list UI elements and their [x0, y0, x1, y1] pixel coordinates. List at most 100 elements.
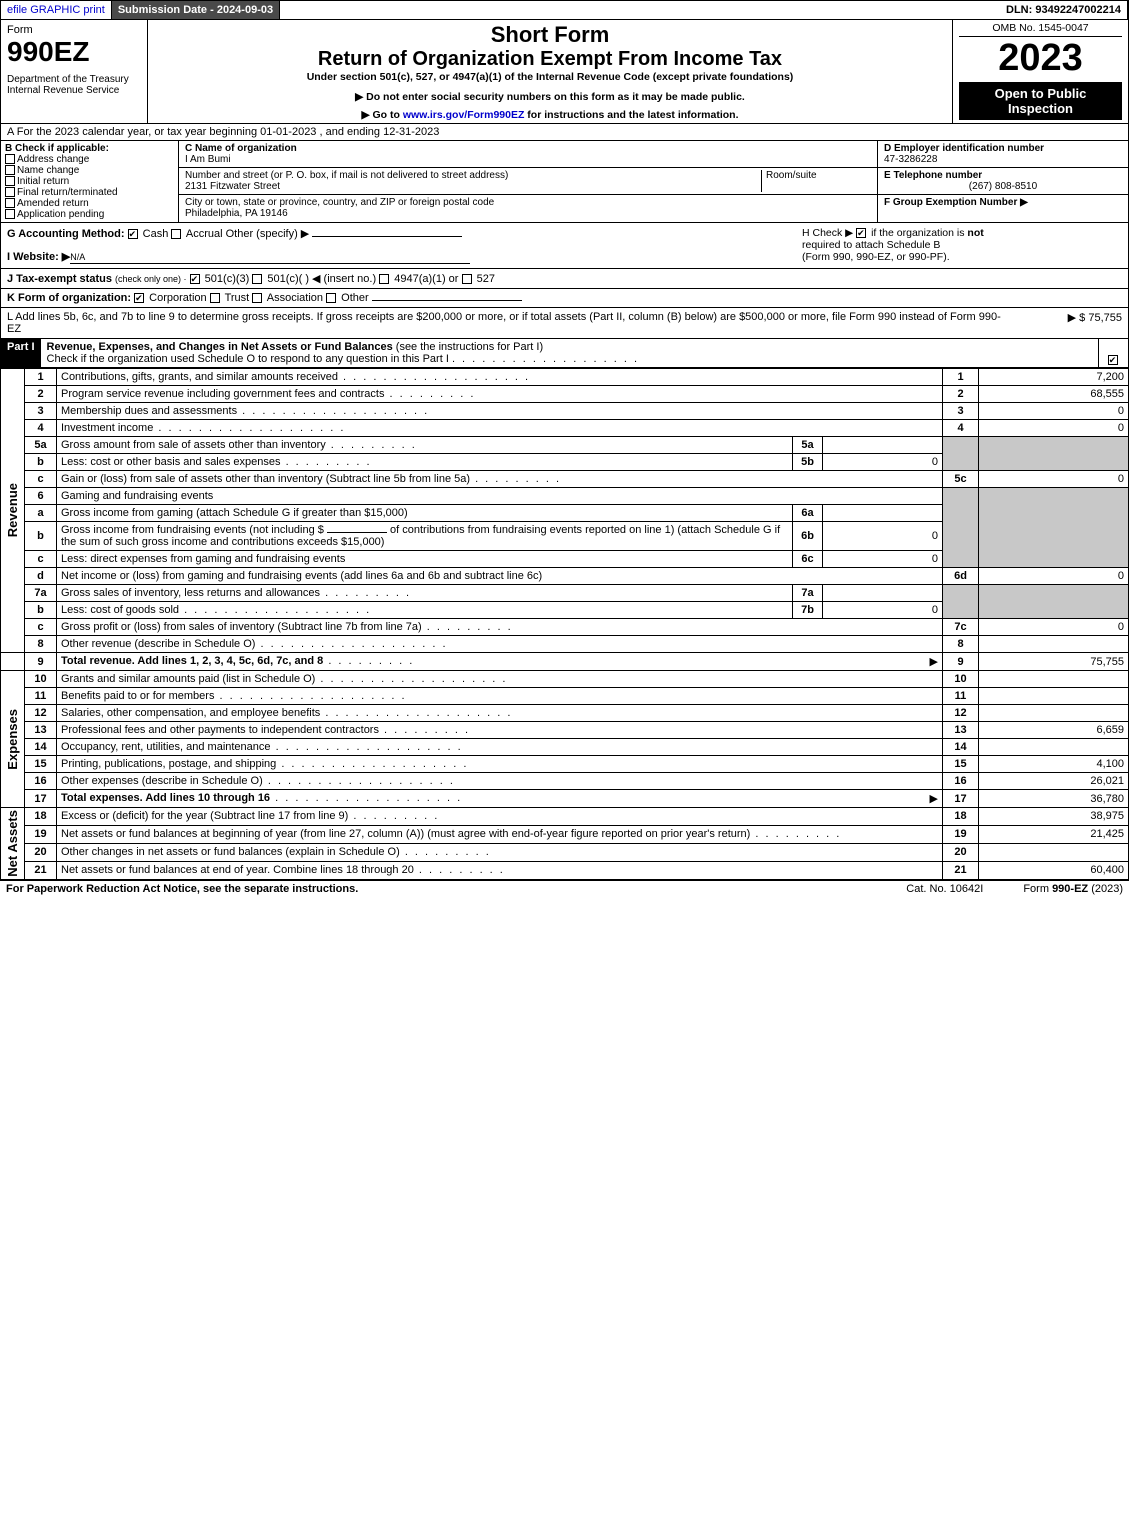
part-i-tab: Part I: [1, 339, 41, 367]
row-k: K Form of organization: Corporation Trus…: [0, 289, 1129, 308]
l8-num: 8: [25, 636, 57, 653]
footer-f3c: (2023): [1088, 883, 1123, 895]
l6c-mv: 0: [823, 551, 943, 568]
checkbox-name[interactable]: [5, 165, 15, 175]
l6b-blank[interactable]: [327, 532, 387, 533]
l21-desc: Net assets or fund balances at end of ye…: [61, 864, 414, 876]
form-header-right: OMB No. 1545-0047 2023 Open to Public In…: [953, 20, 1128, 123]
room-suite: Room/suite: [761, 170, 871, 192]
checkbox-assoc[interactable]: [252, 293, 262, 303]
k-assoc: Association: [267, 292, 323, 304]
l1-num: 1: [25, 369, 57, 386]
l16-amt: 26,021: [979, 773, 1129, 790]
efile-link-text[interactable]: efile GRAPHIC print: [7, 4, 105, 16]
checkbox-corp[interactable]: [134, 293, 144, 303]
l16-num: 16: [25, 773, 57, 790]
ein-value: 47-3286228: [884, 154, 937, 165]
l17-num: 17: [25, 790, 57, 808]
l17-desc: Total expenses. Add lines 10 through 16: [61, 792, 270, 804]
k-other: Other: [341, 292, 369, 304]
goto-link[interactable]: www.irs.gov/Form990EZ: [403, 109, 525, 121]
checkbox-other[interactable]: [326, 293, 336, 303]
l12-num: 12: [25, 705, 57, 722]
checkbox-accrual[interactable]: [171, 229, 181, 239]
line-4: 4 Investment income 4 0: [1, 420, 1129, 437]
goto-line: ▶ Go to www.irs.gov/Form990EZ for instru…: [154, 109, 946, 121]
checkbox-initial[interactable]: [5, 176, 15, 186]
checkbox-h[interactable]: [856, 228, 866, 238]
dots: [237, 405, 429, 417]
g-accounting: G Accounting Method: Cash Accrual Other …: [7, 227, 802, 240]
checkbox-trust[interactable]: [210, 293, 220, 303]
revenue-vlabel: Revenue: [5, 483, 20, 537]
line-13: 13 Professional fees and other payments …: [1, 722, 1129, 739]
line-7a: 7a Gross sales of inventory, less return…: [1, 585, 1129, 602]
dots: [348, 810, 439, 822]
dots: [179, 604, 371, 616]
dots: [214, 690, 406, 702]
part-i-check-text: Check if the organization used Schedule …: [47, 353, 449, 365]
l14-num: 14: [25, 739, 57, 756]
e-label: E Telephone number: [884, 170, 982, 181]
dots: [315, 673, 507, 685]
dots: [271, 741, 463, 753]
checkbox-527[interactable]: [462, 274, 472, 284]
irs: Internal Revenue Service: [7, 85, 141, 96]
l4-desc: Investment income: [61, 422, 153, 434]
g-cash: Cash: [143, 228, 169, 240]
part-i-see: (see the instructions for Part I): [396, 341, 543, 353]
l20-amt: [979, 843, 1129, 861]
checkbox-address[interactable]: [5, 154, 15, 164]
l8-desc: Other revenue (describe in Schedule O): [61, 638, 255, 650]
l7b-desc: Less: cost of goods sold: [61, 604, 179, 616]
l5b-desc: Less: cost or other basis and sales expe…: [61, 456, 281, 468]
l8-r: 8: [943, 636, 979, 653]
g-label: G Accounting Method:: [7, 228, 125, 240]
l11-r: 11: [943, 688, 979, 705]
l7b-num: b: [25, 602, 57, 619]
l9-r: 9: [943, 653, 979, 671]
checkbox-final[interactable]: [5, 187, 15, 197]
l-amount: ▶ $ 75,755: [1002, 311, 1122, 335]
h-txt1: H Check ▶: [802, 227, 856, 239]
l5c-amt: 0: [979, 471, 1129, 488]
checkbox-pending[interactable]: [5, 209, 15, 219]
netassets-vlabel: Net Assets: [5, 810, 20, 877]
l6b-m: 6b: [793, 522, 823, 551]
b-opt-address: Address change: [5, 154, 174, 165]
l5a-mv: [823, 437, 943, 454]
dots: [276, 758, 468, 770]
g-other-field[interactable]: [312, 236, 462, 237]
efile-link[interactable]: efile GRAPHIC print: [1, 1, 112, 19]
checkbox-amended[interactable]: [5, 198, 15, 208]
checkbox-501c[interactable]: [252, 274, 262, 284]
l4-num: 4: [25, 420, 57, 437]
l10-r: 10: [943, 671, 979, 688]
l7c-amt: 0: [979, 619, 1129, 636]
tax-year: 2023: [959, 37, 1122, 80]
line-18: Net Assets 18 Excess or (deficit) for th…: [1, 808, 1129, 826]
l17-arrow: ▶: [930, 792, 938, 805]
l6d-r: 6d: [943, 568, 979, 585]
form-header-mid: Short Form Return of Organization Exempt…: [148, 20, 953, 123]
line-15: 15 Printing, publications, postage, and …: [1, 756, 1129, 773]
l2-r: 2: [943, 386, 979, 403]
footer-f3a: Form: [1023, 883, 1052, 895]
l6b-desc-cell: Gross income from fundraising events (no…: [57, 522, 793, 551]
checkbox-part-i-schedule-o[interactable]: [1108, 355, 1118, 365]
l6b-mv: 0: [823, 522, 943, 551]
j-sub: (check only one) ·: [115, 274, 187, 284]
dept-treasury: Department of the Treasury: [7, 74, 141, 85]
l6a-mv: [823, 505, 943, 522]
form-header: Form 990EZ Department of the Treasury In…: [0, 20, 1129, 124]
checkbox-501c3[interactable]: [190, 274, 200, 284]
l7c-desc: Gross profit or (loss) from sales of inv…: [61, 621, 422, 633]
topbar: efile GRAPHIC print Submission Date - 20…: [0, 0, 1129, 20]
checkbox-4947[interactable]: [379, 274, 389, 284]
checkbox-cash[interactable]: [128, 229, 138, 239]
l14-desc: Occupancy, rent, utilities, and maintena…: [61, 741, 271, 753]
l19-r: 19: [943, 825, 979, 843]
part-i-check-cell: [1098, 339, 1128, 367]
l16-r: 16: [943, 773, 979, 790]
k-other-field[interactable]: [372, 300, 522, 301]
